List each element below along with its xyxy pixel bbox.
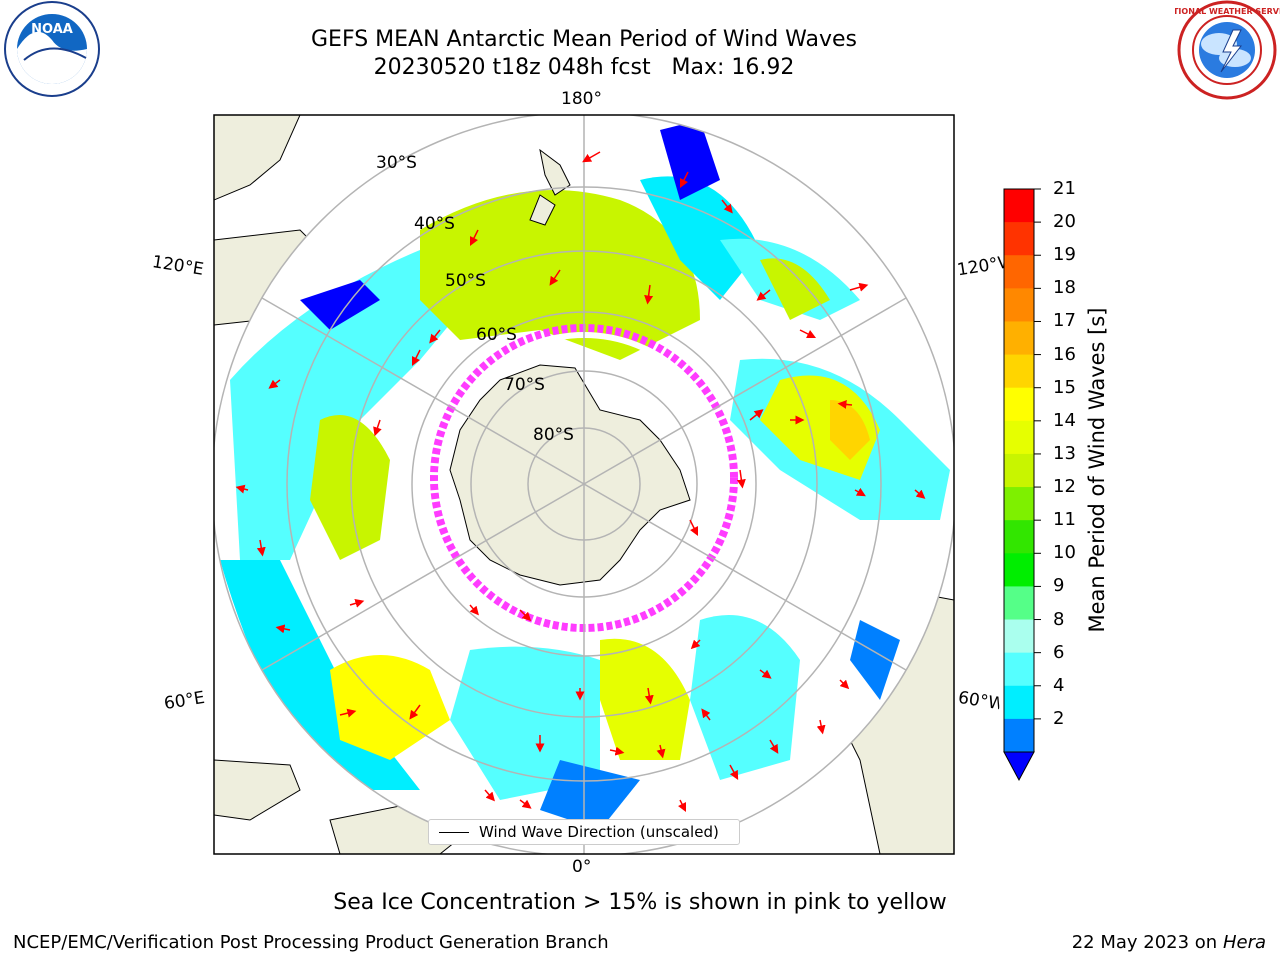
colorbar-tick-label: 21 bbox=[1053, 178, 1076, 199]
lon-label-bottom: 0° bbox=[572, 857, 592, 877]
map-title: GEFS MEAN Antarctic Mean Period of Wind … bbox=[311, 27, 857, 52]
legend-label: Wind Wave Direction (unscaled) bbox=[479, 823, 719, 841]
sea-ice-note: Sea Ice Concentration > 15% is shown in … bbox=[333, 890, 947, 915]
colorbar-tick-label: 6 bbox=[1053, 641, 1065, 663]
credit-branch: NCEP/EMC/Verification Post Processing Pr… bbox=[13, 932, 609, 953]
colorbar-tick-label: 16 bbox=[1053, 343, 1076, 365]
lat-label-30s: 30°S bbox=[376, 153, 417, 173]
legend-line-swatch bbox=[439, 832, 469, 833]
colorbar-tick-label: 18 bbox=[1053, 277, 1076, 299]
nws-logo: NATIONAL WEATHER SERVICE bbox=[1175, 0, 1280, 100]
antarctica-land bbox=[449, 364, 691, 586]
nz-land bbox=[529, 148, 571, 226]
lon-label-top: 180° bbox=[561, 89, 602, 109]
lat-label-40s: 40°S bbox=[414, 214, 455, 234]
colorbar-tick-label: 2 bbox=[1053, 707, 1065, 729]
map-frame-content bbox=[214, 115, 954, 854]
credit-date: 22 May 2023 on Hera bbox=[1072, 932, 1266, 953]
colorbar-tick-label: 15 bbox=[1053, 376, 1076, 398]
graticule bbox=[214, 115, 954, 854]
colorbar-tick-label: 9 bbox=[1053, 575, 1065, 597]
colorbar-tick-label: 11 bbox=[1053, 509, 1076, 531]
noaa-logo: NOAA bbox=[4, 1, 100, 97]
machine-name: Hera bbox=[1222, 932, 1266, 953]
lat-label-80s: 80°S bbox=[533, 425, 574, 445]
nws-logo-text: NATIONAL WEATHER SERVICE bbox=[1175, 7, 1280, 16]
map-frame bbox=[213, 114, 955, 855]
colorbar-tick-label: 8 bbox=[1053, 608, 1065, 630]
lat-label-70s: 70°S bbox=[504, 375, 545, 395]
colorbar-tick-label: 13 bbox=[1053, 442, 1076, 464]
wind-wave-arrows bbox=[235, 151, 926, 813]
colorbar-tick-label: 17 bbox=[1053, 310, 1076, 332]
lat-label-50s: 50°S bbox=[445, 271, 486, 291]
map-legend: Wind Wave Direction (unscaled) bbox=[428, 819, 740, 845]
lat-label-60s: 60°S bbox=[476, 325, 517, 345]
colorbar-tick-label: 14 bbox=[1053, 409, 1076, 431]
colorbar-tick-label: 19 bbox=[1053, 244, 1076, 266]
colorbar-tick-label: 10 bbox=[1053, 542, 1076, 564]
colorbar-tick-label: 12 bbox=[1053, 476, 1076, 498]
colorbar-title: Mean Period of Wind Waves [s] bbox=[1085, 307, 1109, 633]
colorbar-tick-label: 20 bbox=[1053, 211, 1076, 233]
map-subtitle: 20230520 t18z 048h fcst Max: 16.92 bbox=[373, 55, 795, 80]
noaa-logo-text: NOAA bbox=[31, 22, 73, 37]
date-text: 22 May 2023 on bbox=[1071, 932, 1218, 953]
colorbar-tick-label: 4 bbox=[1053, 674, 1065, 696]
